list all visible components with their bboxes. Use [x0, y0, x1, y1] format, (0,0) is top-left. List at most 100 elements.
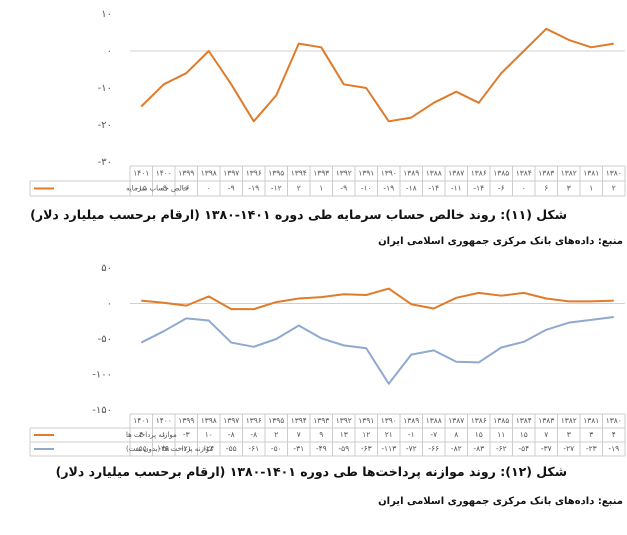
x-tick-label: ۱۳۹۲ — [336, 416, 352, 425]
data-label: -۸ — [228, 430, 235, 439]
x-tick-label: ۱۳۹۰ — [381, 169, 397, 178]
data-label: ۱۳ — [340, 430, 348, 439]
data-label: -۷ — [430, 430, 437, 439]
data-label: ۳ — [567, 184, 571, 193]
x-tick-label: ۱۳۹۳ — [313, 169, 329, 178]
data-label: ۳ — [567, 430, 571, 439]
legend-label: موازنه پرداخت ها (بدون نفت) — [126, 445, 213, 453]
x-tick-label: ۱۳۹۱ — [358, 416, 374, 425]
data-label: -۹ — [340, 184, 347, 193]
x-tick-label: ۱۳۹۸ — [201, 169, 217, 178]
data-label: -۳ — [183, 430, 190, 439]
x-tick-label: ۱۴۰۱ — [133, 169, 149, 178]
x-tick-label: ۱۳۸۸ — [426, 169, 442, 178]
data-label: -۵۵ — [226, 444, 237, 453]
x-tick-label: ۱۳۹۵ — [268, 169, 284, 178]
data-label: -۵۵ — [136, 444, 147, 453]
data-label: ۸ — [454, 430, 458, 439]
caption: شکل (۱۱): روند خالص حساب سرمایه طی دوره … — [30, 207, 567, 222]
y-tick-label: -۱۰ — [98, 83, 112, 94]
x-tick-label: ۱۳۸۴ — [516, 416, 532, 425]
source: منبع: داده‌های بانک مرکزی جمهوری اسلامی … — [378, 236, 623, 247]
data-label: -۶۳ — [361, 444, 372, 453]
data-label: -۶۲ — [496, 444, 507, 453]
x-tick-label: ۱۳۹۴ — [291, 169, 307, 178]
x-tick-label: ۱۴۰۰ — [156, 169, 172, 178]
y-tick-label: -۲۰ — [98, 120, 112, 131]
data-label: -۲۷ — [563, 444, 574, 453]
data-label: ۱ — [589, 184, 593, 193]
data-label: ۰ — [522, 184, 526, 193]
data-label: ۳ — [589, 430, 593, 439]
x-tick-label: ۱۳۸۰ — [606, 169, 622, 178]
y-tick-label: -۳۰ — [98, 157, 112, 168]
data-label: -۶ — [183, 184, 190, 193]
data-label: -۲۱ — [181, 444, 192, 453]
x-tick-label: ۱۳۸۶ — [471, 416, 487, 425]
x-tick-label: ۱۳۹۷ — [223, 416, 239, 425]
data-label: -۶۱ — [248, 444, 259, 453]
y-tick-label: ۵۰ — [101, 263, 112, 274]
data-label: -۱۹ — [608, 444, 619, 453]
data-label: -۱۰ — [361, 184, 372, 193]
series-line — [140, 315, 614, 385]
data-label: ۲۱ — [385, 430, 393, 439]
data-label: -۶۶ — [428, 444, 439, 453]
data-label: ۷ — [297, 430, 301, 439]
data-label: ۶ — [544, 184, 548, 193]
x-tick-label: ۱۳۹۰ — [381, 416, 397, 425]
x-tick-label: ۱۳۸۱ — [583, 169, 599, 178]
data-label: ۱۵ — [475, 430, 483, 439]
x-tick-label: ۱۳۹۸ — [201, 416, 217, 425]
data-label: -۳۷ — [541, 444, 552, 453]
y-tick-label: ۰ — [107, 46, 112, 57]
data-label: ۲ — [612, 184, 616, 193]
x-tick-label: ۱۳۸۳ — [538, 416, 554, 425]
data-label: -۸۲ — [451, 444, 462, 453]
data-label: -۵۹ — [338, 444, 349, 453]
legend-label: خالص حساب سرمایه — [126, 185, 188, 193]
series-line — [141, 287, 614, 311]
data-label: -۵۴ — [518, 444, 529, 453]
data-label: -۸ — [250, 430, 257, 439]
data-label: ۱ — [162, 430, 166, 439]
x-tick-label: ۱۳۹۹ — [178, 416, 194, 425]
caption: شکل (۱۲): روند موازنه پرداخت‌ها طی دوره … — [55, 464, 567, 479]
data-label: -۱۹ — [248, 184, 259, 193]
x-tick-label: ۱۳۸۹ — [403, 416, 419, 425]
data-label: ۷ — [544, 430, 548, 439]
y-tick-label: -۱۵۰ — [92, 405, 112, 416]
data-label: -۱۱۳ — [381, 444, 396, 453]
source: منبع: داده‌های بانک مرکزی جمهوری اسلامی … — [378, 496, 623, 507]
x-tick-label: ۱۳۹۶ — [246, 169, 262, 178]
data-label: ۴ — [139, 430, 143, 439]
y-tick-label: -۱۰۰ — [92, 370, 112, 381]
x-tick-label: ۱۳۸۲ — [561, 416, 577, 425]
data-label: -۴۹ — [316, 444, 327, 453]
x-tick-label: ۱۳۸۹ — [403, 169, 419, 178]
x-tick-label: ۱۳۹۶ — [246, 416, 262, 425]
x-tick-label: ۱۴۰۰ — [156, 416, 172, 425]
x-tick-label: ۱۳۸۴ — [516, 169, 532, 178]
x-tick-label: ۱۳۹۵ — [268, 416, 284, 425]
x-tick-label: ۱۳۹۴ — [291, 416, 307, 425]
data-label: -۱۴ — [473, 184, 484, 193]
x-tick-label: ۱۳۸۵ — [493, 169, 509, 178]
data-label: -۷۲ — [406, 444, 417, 453]
data-label: ۱۰ — [205, 430, 213, 439]
data-label: ۰ — [207, 184, 211, 193]
data-label: -۵۰ — [271, 444, 282, 453]
x-tick-label: ۱۳۸۲ — [561, 169, 577, 178]
y-tick-label: ۱۰ — [101, 9, 112, 20]
data-label: -۸۳ — [473, 444, 484, 453]
x-tick-label: ۱۳۸۳ — [538, 169, 554, 178]
data-label: -۳۱ — [293, 444, 304, 453]
series-line — [140, 27, 614, 123]
data-label: -۱۲ — [271, 184, 282, 193]
data-label: -۹ — [160, 184, 167, 193]
x-tick-label: ۱۳۸۶ — [471, 169, 487, 178]
x-tick-label: ۱۳۹۱ — [358, 169, 374, 178]
y-tick-label: -۵۰ — [98, 334, 112, 345]
